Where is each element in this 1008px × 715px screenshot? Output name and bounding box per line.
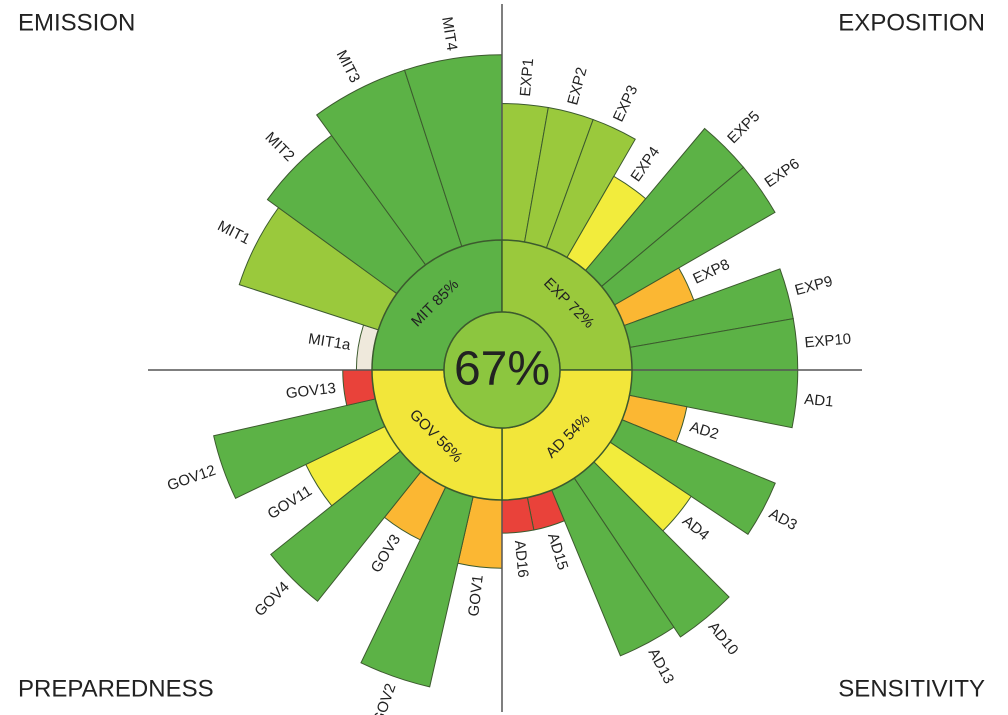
bar-label: GOV1	[465, 574, 487, 617]
bar-label: EXP4	[627, 144, 663, 185]
bar-label: AD1	[804, 391, 835, 411]
bar-label: GOV12	[165, 462, 218, 495]
bar-label: MIT1	[215, 217, 253, 248]
bar-label: EXP3	[610, 83, 642, 125]
bar-label: EXP2	[564, 65, 590, 106]
bar-label: EXP10	[804, 330, 852, 351]
bar-label: EXP1	[517, 58, 537, 98]
bar-label: GOV4	[251, 578, 292, 619]
bar-label: EXP8	[690, 256, 732, 288]
corner-label: EXPOSITION	[838, 9, 985, 36]
bar-label: AD13	[645, 646, 678, 687]
bar-label: AD15	[544, 531, 571, 572]
bar-label: GOV11	[265, 482, 315, 522]
corner-label: PREPAREDNESS	[18, 675, 214, 702]
bar-label: EXP9	[793, 273, 834, 299]
bar-label: MIT1a	[307, 330, 352, 354]
bar-label: AD4	[679, 512, 712, 544]
bar-label: EXP5	[724, 108, 763, 147]
bar-label: EXP6	[762, 155, 803, 191]
bar-label: AD2	[688, 418, 721, 443]
bar-label: MIT2	[262, 129, 298, 165]
bar-label: MIT3	[333, 47, 364, 85]
corner-label: EMISSION	[18, 9, 135, 36]
bar-label: GOV2	[370, 681, 400, 715]
center-circle	[443, 311, 561, 429]
bar-label: AD16	[511, 539, 532, 578]
bar-label: AD3	[766, 505, 800, 534]
center-label: 67%	[454, 343, 550, 396]
bar	[342, 369, 376, 407]
corner-label: SENSITIVITY	[838, 675, 985, 702]
bar-label: MIT4	[438, 16, 460, 52]
bar-label: GOV13	[285, 380, 337, 402]
bar-label: AD10	[705, 619, 742, 659]
bar-label: GOV3	[368, 532, 405, 576]
